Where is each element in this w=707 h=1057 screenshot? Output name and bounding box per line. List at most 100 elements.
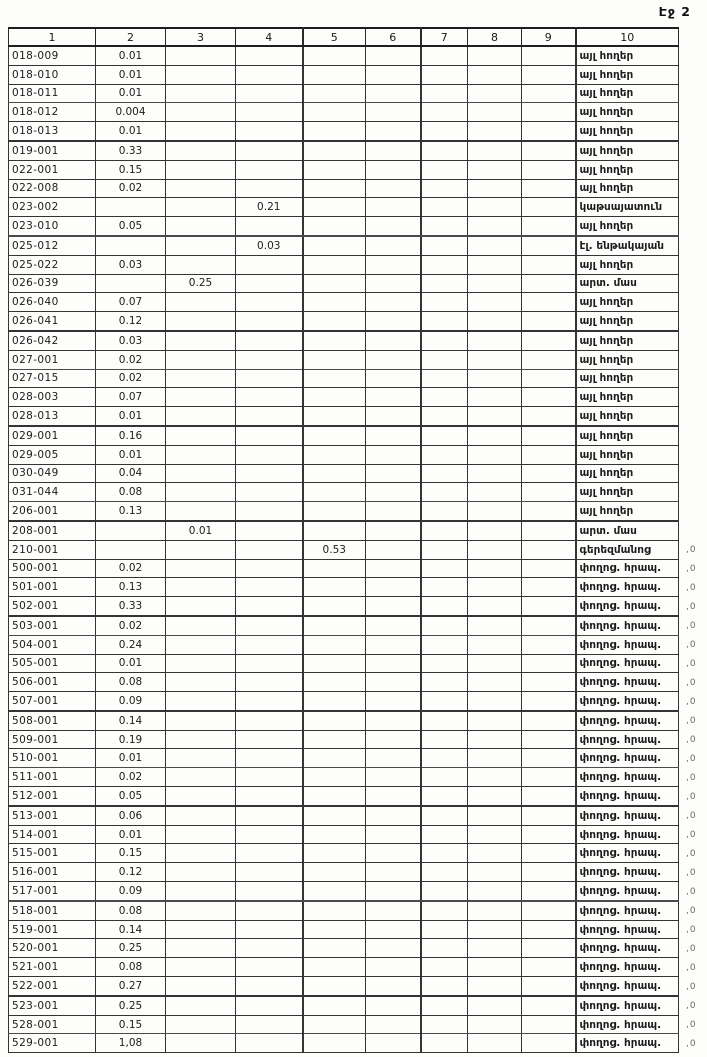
land-use-cell: այլ հողեր: [575, 159, 679, 180]
parcel-code-cell: 026-042: [8, 330, 96, 351]
land-use-cell: գերեզմանոց: [575, 539, 679, 560]
parcel-code-cell: 029-001: [8, 425, 96, 446]
value-cell: [165, 463, 236, 484]
value-cell: [420, 672, 468, 693]
value-cell: [467, 653, 522, 674]
value-cell: [235, 748, 304, 769]
parcel-code-cell: 208-001: [8, 520, 96, 541]
land-use-cell: փողոց. հրապ.: [575, 881, 679, 902]
parcel-code-cell: 517-001: [8, 881, 96, 902]
value-cell: 0.13: [95, 577, 166, 598]
parcel-code-cell: 511-001: [8, 767, 96, 788]
value-cell: [302, 1014, 366, 1035]
value-cell: 0.21: [235, 197, 304, 218]
land-use-cell: այլ հողեր: [575, 254, 679, 275]
value-cell: [467, 558, 522, 579]
value-cell: [420, 425, 468, 446]
value-cell: [420, 767, 468, 788]
value-cell: [521, 444, 577, 465]
value-cell: [420, 64, 468, 85]
parcel-code-cell: 528-001: [8, 1014, 96, 1035]
value-cell: [235, 805, 304, 826]
value-cell: [165, 843, 236, 864]
value-cell: 0.27: [95, 976, 166, 997]
value-cell: [467, 197, 522, 218]
value-cell: [165, 938, 236, 959]
value-cell: [235, 976, 304, 997]
value-cell: [95, 539, 166, 560]
value-cell: [365, 786, 422, 807]
value-cell: [165, 995, 236, 1016]
land-use-cell: փողոց. հրապ.: [575, 862, 679, 883]
parcel-code-cell: 031-044: [8, 482, 96, 503]
value-cell: [165, 349, 236, 370]
value-cell: [165, 1033, 236, 1054]
value-cell: [521, 197, 577, 218]
parcel-code-cell: 027-001: [8, 349, 96, 370]
value-cell: [302, 748, 366, 769]
table-row: 028-003 0.07 այլ հողեր: [8, 387, 679, 408]
parcel-code-cell: 512-001: [8, 786, 96, 807]
land-use-cell: այլ հողեր: [575, 311, 679, 332]
parcel-code-cell: 018-009: [8, 45, 96, 66]
value-cell: [521, 501, 577, 522]
value-cell: [521, 121, 577, 142]
margin-mark: ,0: [686, 735, 697, 746]
value-cell: [365, 83, 422, 104]
value-cell: [165, 121, 236, 142]
value-cell: [95, 273, 166, 294]
value-cell: [521, 273, 577, 294]
value-cell: [365, 45, 422, 66]
value-cell: [302, 311, 366, 332]
value-cell: [420, 235, 468, 256]
value-cell: [302, 767, 366, 788]
value-cell: [365, 805, 422, 826]
table-row: 522-001 0.27 փողոց. հրապ.: [8, 976, 679, 997]
value-cell: [302, 710, 366, 731]
value-cell: [235, 406, 304, 427]
value-cell: [521, 691, 577, 712]
table-row: 502-001 0.33 փողոց. հրապ.: [8, 596, 679, 617]
value-cell: [365, 387, 422, 408]
table-row: 500-001 0.02 փողոց. հրապ.: [8, 558, 679, 579]
value-cell: [521, 653, 577, 674]
parcel-code-cell: 518-001: [8, 900, 96, 921]
table-row: 515-001 0.15 փողոց. հրապ.: [8, 843, 679, 864]
parcel-code-cell: 509-001: [8, 729, 96, 750]
table-row: 510-001 0.01 փողոց. հրապ.: [8, 748, 679, 769]
value-cell: [420, 121, 468, 142]
value-cell: [235, 786, 304, 807]
value-cell: [467, 292, 522, 313]
value-cell: 0.01: [95, 824, 166, 845]
value-cell: [365, 672, 422, 693]
value-cell: [365, 995, 422, 1016]
value-cell: [165, 501, 236, 522]
value-cell: [521, 558, 577, 579]
value-cell: [235, 349, 304, 370]
value-cell: [165, 729, 236, 750]
value-cell: 0.15: [95, 843, 166, 864]
parcel-code-cell: 028-013: [8, 406, 96, 427]
value-cell: [365, 653, 422, 674]
value-cell: [420, 710, 468, 731]
value-cell: [235, 539, 304, 560]
value-cell: [420, 102, 468, 123]
value-cell: [302, 292, 366, 313]
value-cell: [365, 634, 422, 655]
column-header-9: 9: [521, 27, 577, 47]
value-cell: [467, 235, 522, 256]
value-cell: 0.02: [95, 349, 166, 370]
value-cell: [235, 387, 304, 408]
value-cell: [235, 672, 304, 693]
value-cell: [365, 216, 422, 237]
value-cell: [420, 786, 468, 807]
value-cell: [521, 1014, 577, 1035]
value-cell: [235, 83, 304, 104]
value-cell: [165, 311, 236, 332]
value-cell: 0.03: [235, 235, 304, 256]
value-cell: [521, 425, 577, 446]
value-cell: [165, 881, 236, 902]
value-cell: [467, 159, 522, 180]
value-cell: [521, 995, 577, 1016]
value-cell: [365, 558, 422, 579]
